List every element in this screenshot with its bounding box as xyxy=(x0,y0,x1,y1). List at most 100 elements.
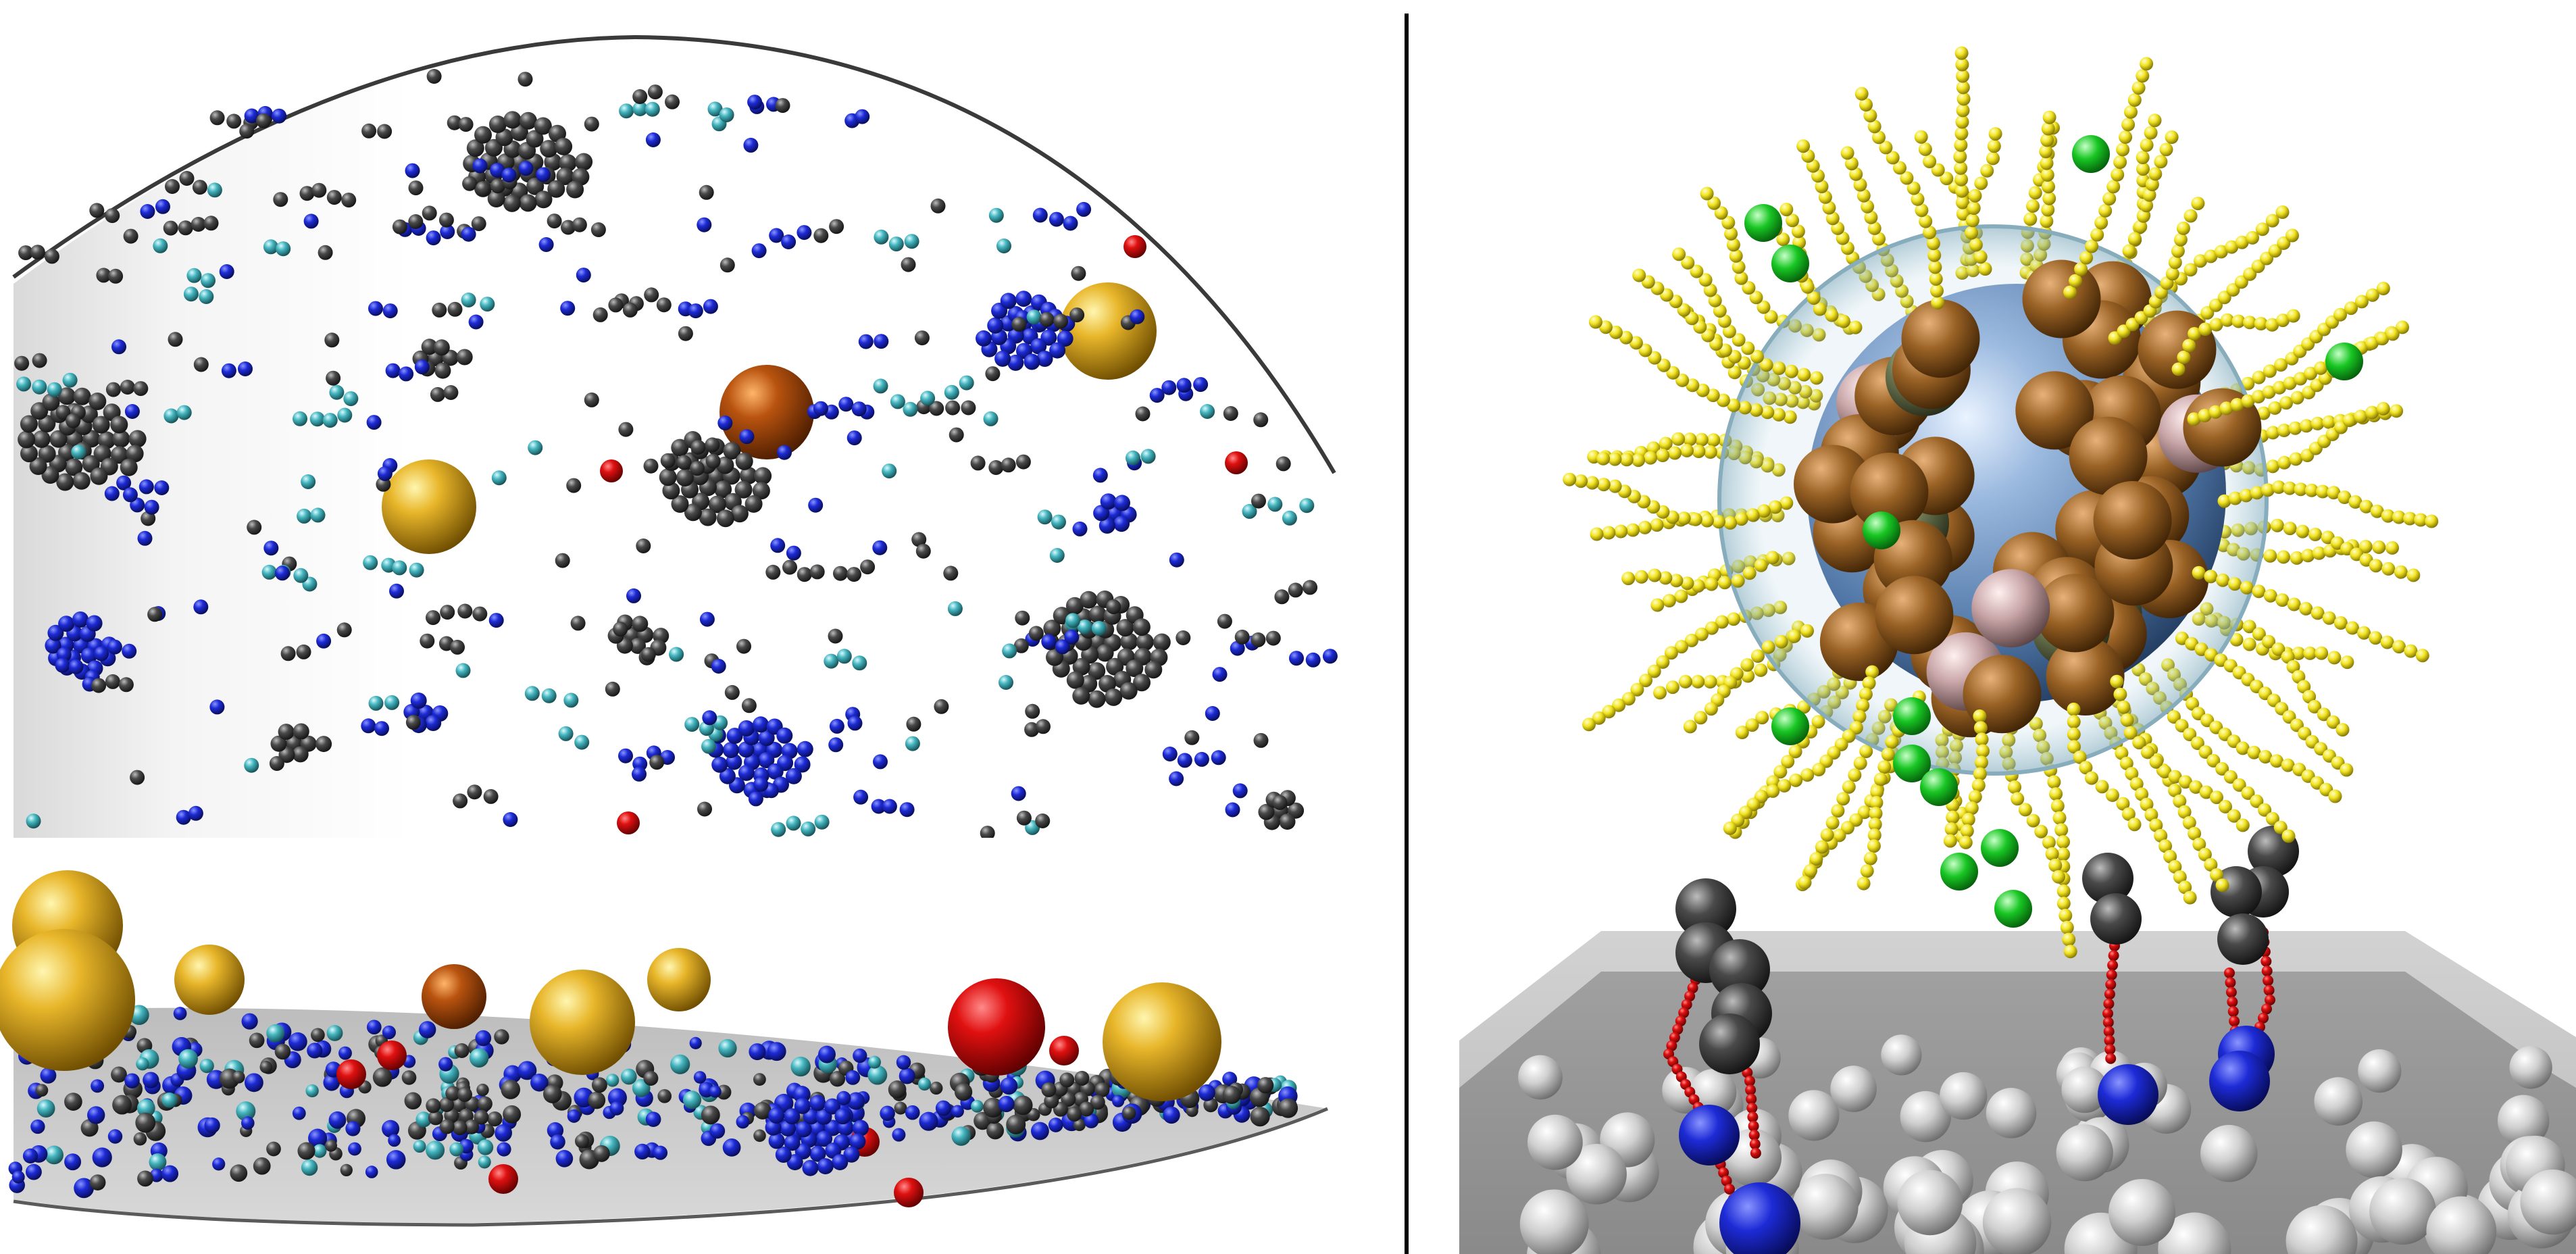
ligand-bead xyxy=(2052,811,2067,825)
dark-gray-particle xyxy=(137,1170,153,1187)
dark-gray-particle xyxy=(1122,1106,1136,1120)
cyan-particle xyxy=(983,411,999,426)
ligand-bead xyxy=(1831,804,1845,818)
ligand-bead xyxy=(1822,201,1836,215)
dark-gray-particle xyxy=(526,130,544,148)
blue-particle xyxy=(92,1147,112,1168)
dark-gray-particle xyxy=(608,297,624,313)
disc-edge xyxy=(13,1107,1328,1227)
dark-gray-particle xyxy=(1069,307,1085,323)
ligand-bead xyxy=(1861,199,1875,214)
ligand-bead xyxy=(1849,167,1863,181)
ligand-bead xyxy=(1690,264,1704,278)
ligand-bead xyxy=(2252,390,2265,403)
cyan-particle xyxy=(449,1142,464,1157)
ligand-bead xyxy=(2277,550,2290,564)
scattered-particles xyxy=(14,69,1338,838)
blue-particle xyxy=(781,234,797,249)
blue-particle xyxy=(808,497,824,513)
ligand-bead xyxy=(1669,574,1684,588)
ligand-bead xyxy=(2182,338,2196,353)
blue-particle xyxy=(849,1133,866,1150)
tether-linker xyxy=(1748,1120,1759,1132)
ligand-bead xyxy=(1825,816,1840,830)
ligand-bead xyxy=(1688,512,1702,526)
dark-gray-particle xyxy=(1041,1082,1057,1097)
dark-gray-particle xyxy=(1025,703,1040,719)
dark-gray-particle xyxy=(426,610,440,626)
surface-bead xyxy=(1897,1170,1963,1236)
ligand-bead xyxy=(1749,403,1763,417)
ligand-bead xyxy=(1674,589,1688,603)
tether-linker xyxy=(2261,1003,2272,1015)
ligand-bead xyxy=(1750,349,1764,363)
blue-particle xyxy=(1163,1106,1180,1124)
dark-gray-particle xyxy=(426,1098,441,1113)
blue-particle xyxy=(853,1120,869,1136)
dark-gray-particle xyxy=(89,393,107,410)
ligand-bead xyxy=(1865,665,1879,679)
dark-gray-particle xyxy=(605,681,620,697)
ligand-bead xyxy=(1772,361,1786,375)
blue-particle xyxy=(550,1134,565,1150)
dark-gray-particle xyxy=(135,1112,156,1133)
ligand-bead xyxy=(1959,835,1973,849)
tether-linker xyxy=(1666,1040,1677,1051)
ligand-bead xyxy=(1703,445,1717,459)
ligand-bead xyxy=(2252,627,2266,641)
ligand-bead xyxy=(2177,805,2192,819)
blue-particle xyxy=(138,479,154,495)
tether-linker xyxy=(2108,950,2119,961)
surface-bead xyxy=(2520,1169,2576,1235)
ligand-bead xyxy=(2279,396,2293,410)
dark-gray-particle xyxy=(108,268,124,284)
ligand-bead xyxy=(2263,364,2277,378)
blue-particle xyxy=(753,716,769,733)
cyan-particle xyxy=(384,695,400,710)
ligand-bead xyxy=(2067,702,2081,716)
cyan-particle xyxy=(951,1126,971,1146)
blue-particle xyxy=(748,791,763,807)
blue-particle xyxy=(555,1150,574,1168)
ligand-bead xyxy=(1956,207,1970,221)
dark-gray-particle xyxy=(230,1164,248,1182)
ligand-bead xyxy=(1765,551,1779,565)
blue-particle xyxy=(72,611,89,628)
dark-gray-particle xyxy=(915,543,931,559)
blue-particle xyxy=(1176,378,1192,393)
dark-gray-particle xyxy=(829,1071,846,1087)
ligand-bead xyxy=(2304,366,2317,380)
gold-particle xyxy=(0,929,135,1071)
ligand-bead xyxy=(1852,709,1867,724)
ligand-bead xyxy=(2292,647,2306,660)
ligand-bead xyxy=(2209,298,2223,312)
dark-gray-particle xyxy=(570,616,586,631)
ligand-bead xyxy=(1968,790,1982,804)
ligand-bead xyxy=(1726,238,1740,252)
ligand-bead xyxy=(2062,932,2076,947)
dark-gray-particle xyxy=(701,1105,720,1125)
blue-particle xyxy=(365,1165,378,1178)
dark-gray-particle xyxy=(292,746,309,763)
ligand-bead xyxy=(2176,221,2190,235)
ligand-bead xyxy=(1647,664,1661,678)
ligand-bead xyxy=(1768,500,1782,514)
surface-bead xyxy=(2369,1178,2436,1245)
ligand-bead xyxy=(2381,509,2395,523)
ligand-bead xyxy=(2210,791,2223,805)
blue-particle xyxy=(1232,783,1248,799)
dark-gray-particle xyxy=(592,1145,610,1162)
blue-particle xyxy=(338,1046,352,1060)
brown-bead xyxy=(2046,637,2125,716)
ligand-bead xyxy=(1732,333,1746,347)
blue-particle xyxy=(209,699,225,715)
dark-gray-particle xyxy=(1136,633,1154,651)
ligand-bead xyxy=(1961,812,1975,826)
ligand-bead xyxy=(2214,245,2228,259)
blue-particle xyxy=(538,237,554,252)
dark-gray-particle xyxy=(1105,688,1123,706)
blue-particle xyxy=(634,1143,651,1160)
dark-gray-particle xyxy=(540,140,558,158)
blue-particle xyxy=(204,1117,220,1134)
blue-particle xyxy=(847,430,862,446)
